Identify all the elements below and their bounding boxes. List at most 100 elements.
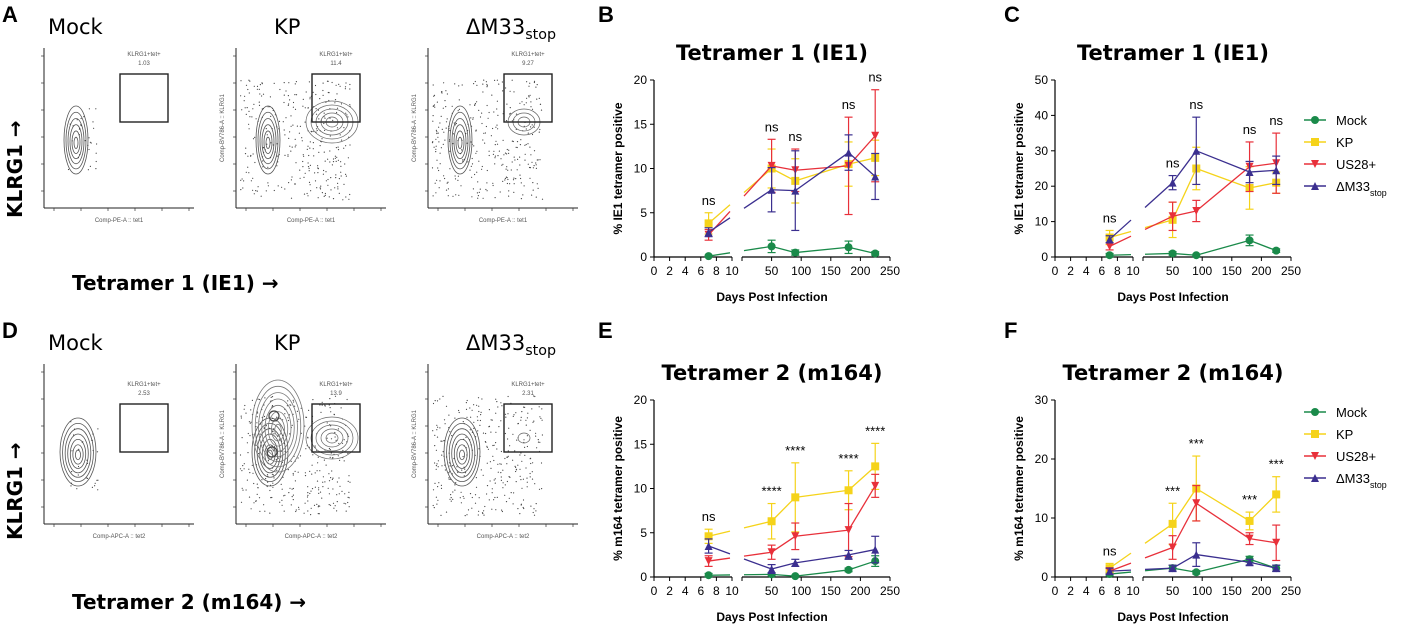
series-line-segment (1195, 502, 1250, 540)
flow-event-dot (304, 121, 306, 123)
flow-event-dot (327, 487, 329, 489)
flow-event-dot (313, 155, 315, 157)
flow-event-dot (434, 106, 436, 108)
flow-event-dot (250, 421, 252, 423)
data-point (1168, 543, 1177, 552)
series-line-segment (1172, 168, 1197, 221)
flow-event-dot (523, 507, 525, 510)
data-point (871, 545, 880, 554)
flow-event-dot (536, 84, 538, 86)
flow-event-dot (266, 134, 268, 136)
flow-event-dot (473, 421, 475, 423)
flow-event-dot (307, 436, 309, 438)
flow-event-dot (291, 176, 293, 178)
x-axis-label: Days Post Infection (716, 290, 827, 304)
flow-event-dot (257, 398, 259, 400)
flow-event-dot (290, 460, 292, 462)
flow-event-dot (533, 126, 535, 128)
flow-event-dot (463, 466, 465, 468)
flow-event-dot (433, 507, 435, 509)
flow-event-dot (242, 489, 244, 491)
flow-event-dot (285, 90, 287, 92)
flow-event-dot (318, 487, 320, 489)
flow-event-dot (328, 92, 330, 94)
flow-event-dot (528, 95, 530, 97)
flow-event-dot (501, 509, 503, 511)
flow-event-dot (471, 507, 473, 509)
series-us28- (704, 89, 880, 241)
flow-event-dot (298, 508, 300, 510)
x-tick-label: 10 (1126, 584, 1140, 598)
x-tick-label: 150 (821, 264, 841, 278)
flow-event-dot (433, 146, 435, 148)
flow-event-dot (535, 510, 537, 512)
flow-event-dot (463, 497, 465, 499)
flow-event-dot (239, 454, 242, 456)
flow-event-dot (474, 80, 476, 83)
flow-event-dot (440, 115, 442, 117)
flow-event-dot (241, 437, 243, 439)
chart-title: Tetramer 2 (m164) (662, 361, 883, 385)
flow-event-dot (328, 493, 330, 495)
data-point (767, 242, 776, 251)
x-tick-label: 8 (713, 264, 720, 278)
flow-event-dot (256, 483, 258, 485)
flow-event-dot (523, 185, 525, 187)
series-line-segment (1172, 210, 1197, 217)
flow-event-dot (245, 147, 247, 149)
flow-event-dot (459, 497, 461, 499)
flow-event-dot (512, 140, 514, 143)
flow-event-dot (520, 504, 522, 506)
flow-event-dot (437, 167, 439, 169)
flow-event-dot (488, 425, 491, 427)
flow-event-dot (505, 120, 508, 122)
flow-event-dot (283, 82, 285, 84)
flow-event-dot (330, 438, 333, 440)
flow-event-dot (88, 137, 90, 139)
flow-event-dot (314, 180, 317, 182)
flow-event-dot (302, 154, 304, 156)
flow-event-dot (336, 107, 339, 109)
flow-event-dot (329, 456, 331, 458)
y-tick-label: 0 (640, 570, 647, 584)
flow-event-dot (77, 474, 79, 476)
flow-event-dot (533, 81, 536, 84)
flow-event-dot (536, 98, 538, 100)
flow-event-dot (247, 432, 249, 435)
flow-event-dot (322, 82, 324, 84)
flow-event-dot (508, 152, 510, 154)
flow-event-dot (519, 454, 521, 456)
flow-event-dot (244, 153, 247, 155)
flow-event-dot (519, 513, 521, 515)
flow-event-dot (438, 141, 440, 143)
flow-event-dot (76, 119, 78, 121)
flow-event-dot (442, 107, 444, 109)
flow-event-dot (71, 140, 73, 142)
flow-event-dot (486, 485, 489, 487)
flow-event-dot (332, 158, 335, 160)
flow-event-dot (471, 196, 473, 198)
flow-event-dot (294, 183, 296, 185)
legend-marker (1311, 452, 1319, 460)
flow-event-dot (273, 189, 275, 192)
flow-event-dot (535, 503, 537, 505)
x-tick-label: 250 (880, 264, 900, 278)
flow-event-dot (481, 112, 483, 114)
flow-event-dot (470, 117, 472, 119)
flow-event-dot (321, 497, 323, 499)
flow-event-dot (322, 94, 324, 96)
x-tick-label: 8 (1114, 584, 1121, 598)
x-tick-label: 2 (1067, 264, 1074, 278)
flow-event-dot (242, 187, 244, 189)
flow-event-dot (325, 171, 327, 173)
series-line-segment (708, 545, 731, 555)
flow-event-dot (333, 413, 335, 415)
flow-event-dot (262, 444, 264, 446)
flow-event-dot (255, 444, 257, 446)
flow-event-dot (340, 407, 342, 409)
flow-event-dot (440, 514, 442, 517)
flow-event-dot (477, 419, 479, 421)
y-tick-label: 10 (1035, 215, 1049, 229)
flow-event-dot (526, 445, 529, 448)
flow-event-dot (342, 449, 344, 452)
